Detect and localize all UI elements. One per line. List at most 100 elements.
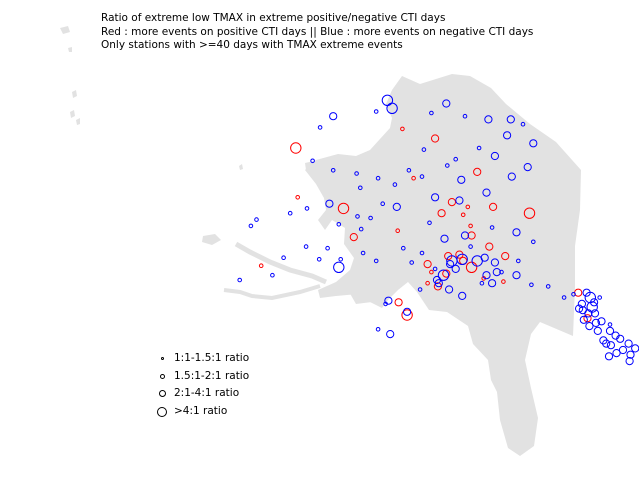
negative-station-marker	[333, 261, 345, 273]
legend-marker-xlarge	[157, 406, 167, 417]
negative-station-marker	[427, 220, 432, 226]
negative-station-marker	[482, 188, 491, 197]
positive-station-marker	[290, 142, 302, 154]
negative-station-marker	[624, 339, 633, 348]
negative-station-marker	[488, 279, 497, 288]
negative-station-marker	[579, 315, 588, 324]
positive-station-marker	[468, 223, 473, 229]
legend-label-1: 1:1-1.5:1 ratio	[174, 352, 250, 364]
saint-lawrence-island	[305, 160, 324, 172]
negative-station-marker	[392, 202, 401, 211]
negative-station-marker	[317, 125, 323, 130]
negative-station-marker	[506, 115, 515, 124]
positive-station-marker	[574, 288, 583, 297]
negative-station-marker	[453, 156, 459, 162]
legend-label-2: 1.5:1-2:1 ratio	[174, 369, 250, 382]
positive-station-marker	[425, 280, 430, 286]
negative-station-marker	[401, 245, 406, 251]
positive-station-marker	[523, 207, 536, 219]
positive-station-marker	[501, 252, 510, 261]
negative-station-marker	[590, 309, 600, 318]
negative-station-marker	[523, 163, 532, 172]
negative-station-marker	[338, 257, 344, 262]
negative-station-marker	[484, 115, 493, 124]
negative-station-marker	[520, 121, 526, 127]
negative-station-marker	[358, 226, 364, 232]
negative-station-marker	[597, 295, 603, 300]
negative-station-marker	[310, 158, 315, 164]
positive-station-marker	[295, 195, 301, 200]
negative-station-marker	[325, 199, 334, 208]
negative-station-marker	[631, 344, 639, 353]
negative-station-marker	[287, 210, 293, 216]
positive-cti-stations	[258, 126, 592, 323]
negative-station-marker	[368, 215, 373, 221]
negative-station-marker	[626, 350, 635, 359]
positive-station-marker	[485, 242, 494, 251]
negative-station-marker	[445, 285, 454, 294]
legend-marker-small	[161, 357, 164, 360]
negative-station-marker	[419, 250, 425, 256]
negative-station-marker	[445, 163, 450, 168]
negative-station-marker	[468, 244, 473, 249]
negative-station-marker	[325, 245, 330, 251]
negative-station-marker	[281, 255, 286, 261]
negative-station-marker	[512, 228, 521, 237]
negative-station-marker	[490, 258, 499, 267]
positive-station-marker	[437, 209, 446, 218]
negative-station-marker	[516, 258, 521, 264]
negative-station-marker	[304, 206, 310, 211]
negative-station-marker	[373, 258, 379, 264]
negative-station-marker	[606, 341, 616, 350]
negative-station-marker	[254, 217, 259, 222]
negative-station-marker	[492, 268, 501, 277]
legend-label-4: >4:1 ratio	[174, 404, 228, 417]
negative-station-marker	[330, 168, 336, 173]
positive-station-marker	[489, 202, 498, 211]
legend-label-3: 2:1-4:1 ratio	[174, 387, 240, 399]
positive-station-marker	[473, 167, 482, 176]
negative-station-marker	[375, 327, 381, 332]
negative-station-marker	[607, 322, 613, 327]
positive-station-marker	[447, 198, 456, 207]
negative-station-marker	[386, 102, 398, 115]
negative-station-marker	[336, 222, 342, 227]
negative-station-marker	[612, 349, 621, 358]
negative-station-marker	[383, 301, 388, 307]
negative-station-marker	[237, 277, 242, 283]
negative-station-marker	[440, 234, 449, 243]
negative-station-marker	[471, 255, 483, 267]
negative-station-marker	[431, 193, 440, 202]
negative-station-marker	[429, 110, 434, 116]
negative-station-marker	[380, 201, 386, 206]
negative-station-marker	[593, 326, 602, 335]
western-islands	[60, 26, 243, 170]
alaska-landmass	[60, 26, 581, 456]
legend-marker-medium	[160, 373, 165, 379]
positive-station-marker	[258, 263, 264, 269]
negative-station-marker	[455, 196, 464, 205]
negative-station-marker	[616, 334, 625, 343]
negative-station-marker	[476, 145, 482, 151]
positive-station-marker	[395, 228, 401, 233]
negative-station-marker	[577, 299, 587, 308]
positive-station-marker	[467, 231, 476, 240]
negative-station-marker	[605, 326, 615, 335]
negative-station-marker	[625, 357, 634, 366]
negative-station-marker	[329, 112, 338, 121]
negative-station-marker	[446, 260, 455, 269]
negative-station-marker	[490, 151, 499, 161]
positive-station-marker	[431, 134, 440, 143]
negative-station-marker	[270, 272, 275, 278]
negative-station-marker	[354, 171, 359, 176]
positive-station-marker	[583, 314, 592, 323]
aleutian-chain	[223, 284, 321, 301]
negative-station-marker	[457, 175, 466, 184]
positive-station-marker	[349, 233, 358, 242]
negative-station-marker	[529, 282, 534, 288]
negative-station-marker	[303, 244, 309, 249]
negative-station-marker	[489, 225, 495, 230]
negative-station-marker	[432, 266, 438, 272]
positive-station-marker	[460, 212, 466, 218]
